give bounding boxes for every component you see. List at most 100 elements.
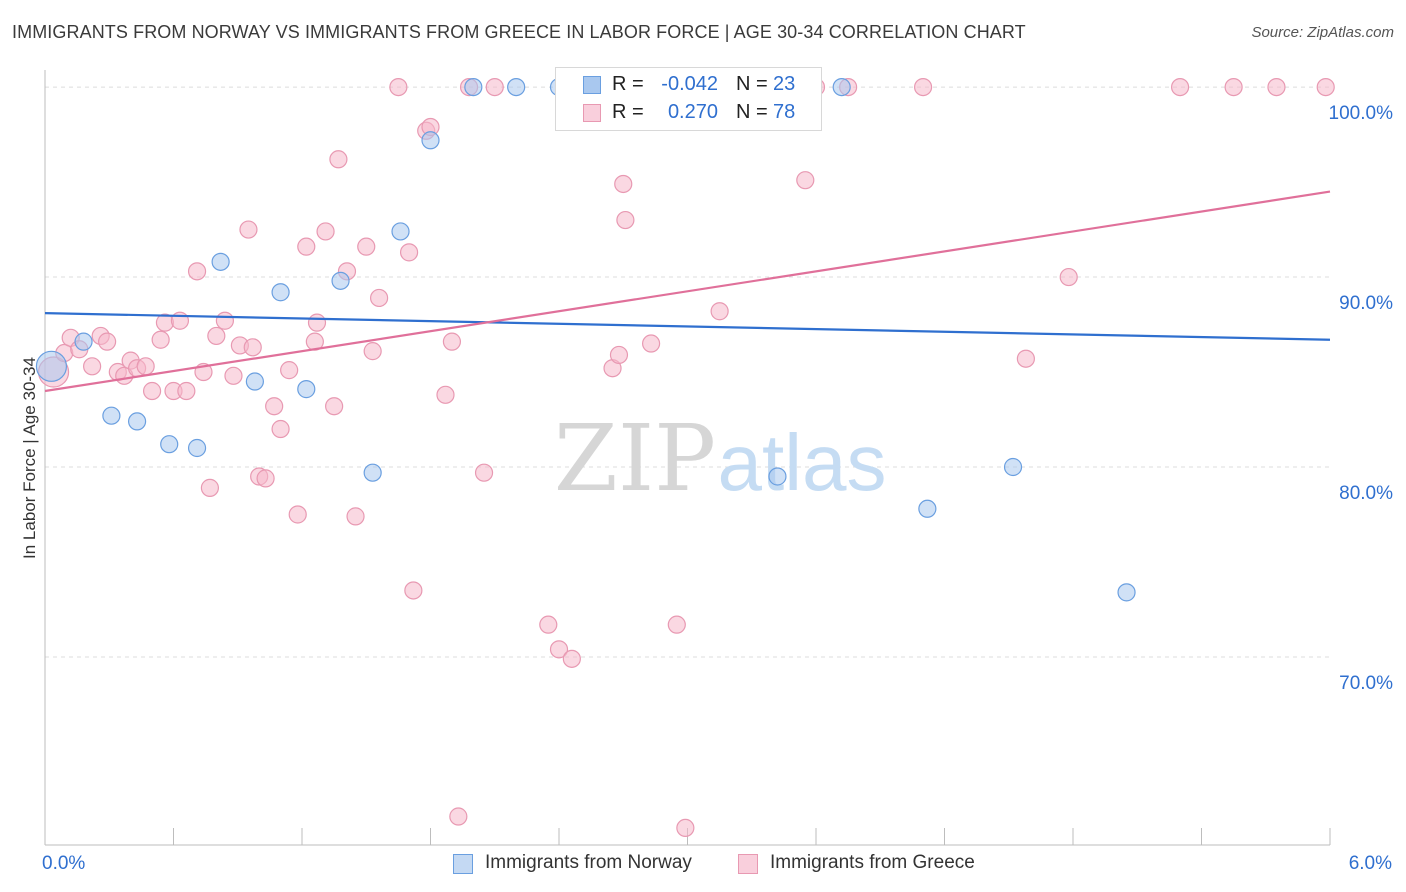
greece-point-54 [485,77,504,97]
watermark-zip: ZIP [554,405,716,512]
norway-point-5 [187,438,207,458]
greece-point-64 [667,615,686,634]
norway-point-19 [832,77,851,97]
norway-n-label: N = [736,73,768,95]
norway-legend-swatch [453,854,473,874]
greece-point-26 [243,338,262,357]
greece-point-42 [363,342,382,361]
greece-point-61 [614,174,633,194]
norway-trend-line [44,312,1331,341]
greece-trend-line [44,190,1331,393]
y-tick-label-0: 100.0% [1329,103,1394,124]
greece-r-value: 0.270 [667,101,718,123]
greece-point-57 [562,649,581,668]
norway-point-8 [271,283,290,302]
greece-legend-swatch [738,854,758,874]
y-tick-label-1: 90.0% [1339,293,1393,314]
greece-point-76 [1267,77,1286,97]
watermark: ZIP atlas [554,405,887,512]
norway-point-7 [245,372,264,391]
norway-point-3 [127,412,147,431]
greece-point-68 [796,171,815,190]
norway-point-11 [363,463,382,482]
greece-point-11 [136,357,155,376]
y-tick-label-2: 80.0% [1339,483,1393,504]
greece-swatch [583,104,601,122]
norway-n-value: 23 [773,73,796,95]
greece-point-18 [187,262,207,281]
x-tick-label-1: 6.0% [1349,853,1392,874]
greece-point-71 [913,77,933,97]
chart-title: IMMIGRANTS FROM NORWAY VS IMMIGRANTS FRO… [12,22,1026,42]
greece-point-17 [177,381,196,401]
greece-point-37 [325,397,344,416]
norway-point-13 [421,131,440,150]
greece-point-4 [83,357,102,376]
greece-point-43 [370,288,389,308]
greece-point-6 [98,332,117,351]
greece-point-38 [329,150,348,169]
greece-point-62 [616,210,635,230]
y-tick-label-3: 70.0% [1339,673,1393,694]
norway-point-14 [464,77,483,97]
greece-point-53 [474,463,494,482]
greece-point-41 [357,237,376,256]
greece-point-65 [676,818,695,838]
greece-point-30 [271,419,290,439]
norway-point-18 [768,467,787,486]
norway-point-9 [297,380,316,399]
greece-point-77 [1316,77,1335,97]
greece-n-value: 78 [773,101,796,123]
legend-row-greece: R = 0.270 N = 78 [556,101,821,127]
legend-row-norway: R = -0.042 N = 23 [556,73,821,99]
greece-point-28 [256,469,275,488]
norway-point-0 [35,350,68,382]
norway-legend-label: Immigrants from Norway [485,852,692,873]
greece-point-45 [399,243,419,262]
norway-point-1 [74,332,93,351]
greece-point-46 [404,581,423,600]
norway-point-22 [1117,583,1136,602]
norway-point-20 [918,499,937,518]
greece-point-22 [215,311,234,330]
greece-point-49 [436,385,455,404]
series-norway-points [35,77,1136,602]
greece-point-73 [1059,267,1078,287]
norway-point-4 [160,435,179,454]
greece-point-23 [224,366,243,385]
norway-point-6 [211,252,230,271]
stats-legend: R = -0.042 N = 23 R = 0.270 N = 78 [555,67,822,131]
greece-point-56 [549,640,569,659]
greece-point-44 [389,77,408,97]
norway-point-21 [1003,457,1023,477]
greece-point-21 [207,326,226,346]
greece-point-51 [449,807,468,826]
norway-point-12 [391,222,410,241]
greece-point-32 [288,505,307,524]
greece-point-63 [641,334,661,353]
x-tick-label-0: 0.0% [42,853,85,874]
norway-point-10 [331,271,350,290]
greece-point-33 [297,237,316,256]
y-axis-label: In Labor Force | Age 30-34 [20,357,39,559]
norway-r-value: -0.042 [661,73,718,95]
greece-legend-label: Immigrants from Greece [770,852,975,873]
greece-point-66 [710,302,729,321]
greece-point-36 [316,222,335,241]
trend-lines [44,190,1331,393]
norway-r-label: R = [612,73,644,95]
greece-r-label: R = [612,101,644,123]
greece-point-74 [1170,77,1190,97]
greece-point-25 [239,220,258,239]
greece-point-20 [200,478,220,497]
tick-labels: 100.0% 90.0% 80.0% 70.0% 0.0% 6.0% [42,103,1393,874]
series-greece-points [37,77,1335,838]
greece-point-12 [142,381,162,401]
greece-point-35 [307,313,327,332]
greece-point-29 [265,397,284,416]
greece-n-label: N = [736,101,768,123]
greece-point-75 [1224,77,1243,97]
greece-point-31 [280,361,299,380]
greece-point-13 [151,330,170,349]
